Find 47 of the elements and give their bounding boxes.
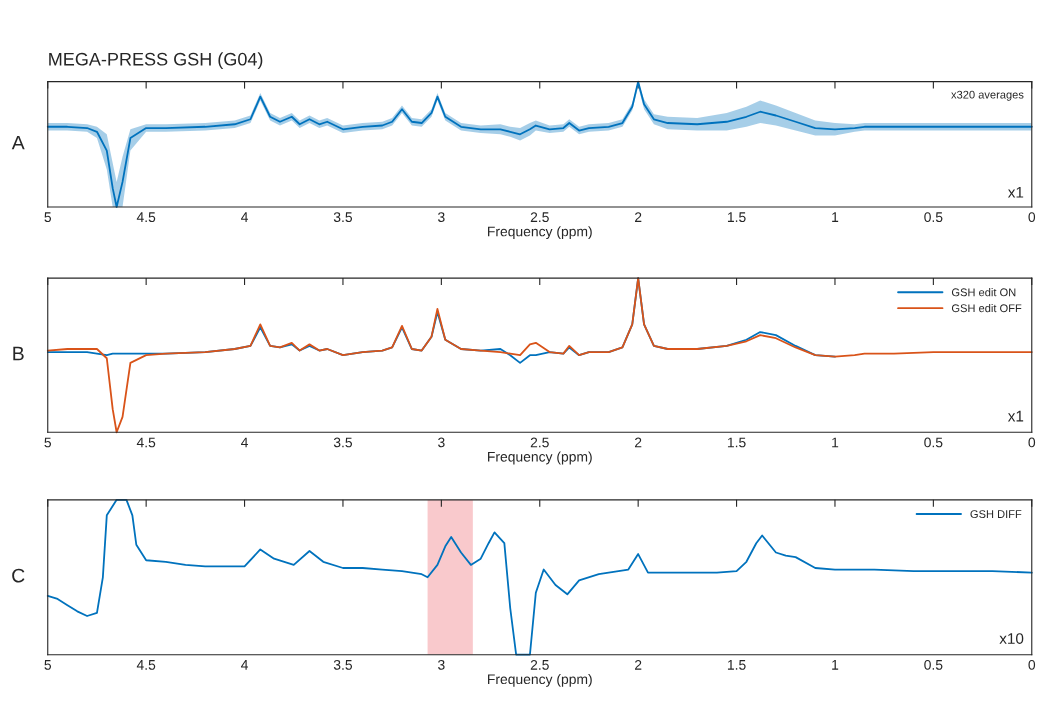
x-tick-label: 3.5 <box>333 437 353 448</box>
x-tick-label: 0 <box>1028 212 1036 223</box>
annotation: x10 <box>999 633 1024 644</box>
x-tick-label: 1.5 <box>727 212 746 223</box>
x-tick-label: 2 <box>635 659 642 670</box>
x-tick-label: 4 <box>241 660 249 670</box>
annotation: x320 averages <box>951 90 1024 101</box>
annotation: x1 <box>1007 187 1024 198</box>
x-tick-label: 2 <box>635 212 642 222</box>
x-tick-label: 2 <box>635 437 642 448</box>
x-tick-label: 0 <box>1028 659 1036 670</box>
x-tick-label: 3 <box>438 437 445 448</box>
x-tick-label: 0.5 <box>924 659 943 670</box>
x-tick-label: 3.5 <box>333 212 353 223</box>
x-tick-label: 2.5 <box>530 437 549 448</box>
x-tick-label: 2.5 <box>530 659 549 670</box>
x-tick-label: 4.5 <box>136 660 156 670</box>
x-tick-label: 2.5 <box>530 212 549 223</box>
x-tick-label: 5 <box>44 212 52 223</box>
x-tick-label: 0.5 <box>924 437 943 448</box>
x-tick-label: 4 <box>241 437 249 448</box>
x-tick-label: 3 <box>438 212 445 223</box>
x-tick-label: 1.5 <box>727 437 746 448</box>
text: C <box>12 568 25 583</box>
annotation: x1 <box>1007 410 1024 422</box>
text: A <box>11 135 25 150</box>
x-axis-title: Frequency (ppm) <box>488 673 592 687</box>
x-tick-label: 1 <box>832 212 839 222</box>
x-axis-title: Frequency (ppm) <box>488 451 592 465</box>
x-tick-label: 1.5 <box>727 660 746 670</box>
x-axis-title: Frequency (ppm) <box>488 226 592 240</box>
x-tick-label: 3 <box>438 659 445 670</box>
x-tick-label: 4.5 <box>136 212 156 223</box>
x-tick-label: 3.5 <box>333 659 353 670</box>
x-tick-label: 4.5 <box>136 437 156 448</box>
x-tick-label: 0 <box>1028 437 1036 448</box>
legend-label: GSH DIFF <box>970 510 1022 518</box>
legend-label: GSH edit OFF <box>951 303 1022 313</box>
text: B <box>13 346 24 361</box>
chart-title: MEGA-PRESS GSH (G04) <box>49 52 263 70</box>
x-tick-label: 0.5 <box>924 212 943 223</box>
x-tick-label: 4 <box>241 212 249 222</box>
legend-label: GSH edit ON <box>951 288 1016 297</box>
x-tick-label: 1 <box>832 437 839 448</box>
x-tick-label: 5 <box>44 437 52 448</box>
x-tick-label: 5 <box>44 660 52 670</box>
x-tick-label: 1 <box>832 660 839 670</box>
